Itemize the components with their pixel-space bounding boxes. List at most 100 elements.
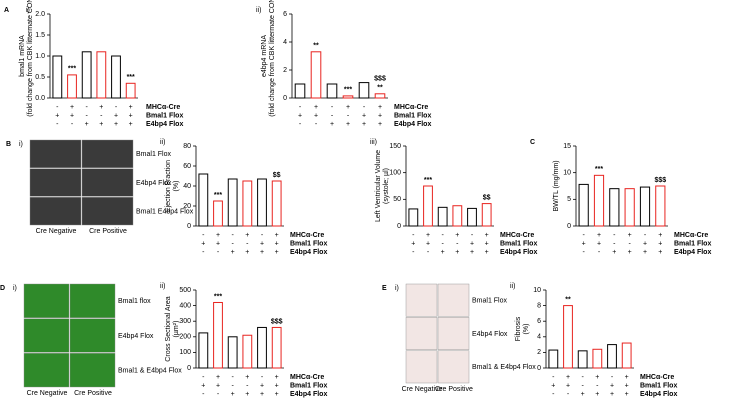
genotype-sign: +: [411, 240, 415, 247]
genotype-label: MHCα-Cre: [394, 104, 428, 111]
genotype-sign: +: [628, 232, 632, 239]
bar: [96, 51, 107, 99]
genotype-sign: +: [216, 232, 220, 239]
micrograph: [23, 283, 70, 318]
genotype-sign: +: [658, 232, 662, 239]
genotype-sign: -: [582, 232, 585, 239]
panel-sublabel: ii): [160, 139, 165, 146]
y-tick-label: 0: [397, 223, 401, 230]
genotype-sign: +: [441, 249, 445, 256]
image-column-label: Cre Positive: [435, 386, 473, 393]
genotype-sign: +: [378, 104, 382, 111]
genotype-sign: -: [231, 382, 234, 389]
genotype-sign: -: [611, 374, 614, 381]
image-column-label: Cre Negative: [36, 228, 77, 235]
y-axis-label: (%): [173, 181, 180, 192]
significance: $$$: [374, 76, 386, 83]
genotype-sign: +: [485, 232, 489, 239]
genotype-sign: +: [129, 104, 133, 111]
genotype-sign: -: [231, 232, 234, 239]
bar: [198, 332, 209, 369]
genotype-label: MHCα-Cre: [500, 232, 534, 239]
y-tick-label: 6: [283, 11, 287, 18]
genotype-sign: +: [470, 240, 474, 247]
genotype-sign: +: [201, 240, 205, 247]
genotype-sign: +: [245, 374, 249, 381]
genotype-sign: -: [552, 374, 555, 381]
bar: [639, 186, 651, 227]
genotype-sign: -: [246, 240, 249, 247]
panel-label: C: [530, 139, 535, 146]
y-tick-label: 15: [563, 143, 571, 150]
bar: [326, 83, 338, 99]
panel-sublabel: i): [19, 141, 23, 148]
genotype-label: MHCα-Cre: [640, 374, 674, 381]
y-axis-label: e4bp4 mRNA: [261, 35, 268, 77]
micrograph: [69, 283, 116, 318]
y-axis-label: (%): [523, 324, 530, 335]
genotype-sign: +: [610, 391, 614, 398]
genotype-sign: -: [56, 121, 59, 128]
y-axis-label: Ejection Fraction: [165, 160, 172, 212]
bar: [593, 174, 605, 227]
significance: **: [377, 85, 383, 92]
genotype-sign: +: [275, 249, 279, 256]
y-axis-label: BW/TL (mg/mm): [553, 160, 560, 211]
genotype-sign: +: [551, 382, 555, 389]
genotype-sign: +: [275, 374, 279, 381]
genotype-sign: +: [612, 249, 616, 256]
genotype-sign: +: [566, 382, 570, 389]
bar: [271, 180, 282, 227]
bar: [467, 207, 477, 227]
y-tick-label: 500: [179, 287, 191, 294]
significance: ***: [214, 192, 222, 199]
genotype-sign: +: [643, 249, 647, 256]
genotype-label: E4bp4 Flox: [674, 249, 711, 256]
y-tick-label: 0.0: [35, 95, 45, 102]
y-tick-label: 0: [567, 223, 571, 230]
panel-label: B: [6, 141, 11, 148]
genotype-sign: -: [231, 240, 234, 247]
genotype-sign: -: [456, 240, 459, 247]
panel-label: E: [382, 285, 387, 292]
genotype-sign: -: [71, 121, 74, 128]
micrograph: [23, 353, 70, 388]
genotype-sign: +: [597, 232, 601, 239]
genotype-label: Bmal1 Flox: [290, 240, 327, 247]
panel-sublabel: ii): [256, 7, 261, 14]
bar: [578, 183, 589, 227]
significance: $$$: [654, 177, 666, 184]
genotype-sign: -: [115, 104, 118, 111]
genotype-sign: +: [625, 391, 629, 398]
genotype-sign: +: [658, 249, 662, 256]
panel-label: D: [0, 285, 5, 292]
bar: [227, 336, 238, 369]
image-column-label: Cre Positive: [89, 228, 127, 235]
micrograph: [405, 317, 438, 350]
genotype-label: E4bp4 Flox: [146, 121, 183, 128]
y-tick-label: 1.5: [35, 32, 45, 39]
genotype-sign: -: [363, 104, 366, 111]
micrograph: [29, 197, 82, 226]
genotype-sign: -: [261, 374, 264, 381]
bar: [294, 83, 306, 99]
micrograph: [81, 168, 134, 197]
significance: ***: [214, 293, 222, 300]
genotype-label: E4bp4 Flox: [640, 391, 677, 398]
y-axis-label: Left Ventricular Volume: [375, 150, 382, 222]
micrograph: [69, 318, 116, 353]
genotype-sign: -: [644, 232, 647, 239]
panel-sublabel: i): [13, 285, 17, 292]
genotype-sign: -: [315, 121, 318, 128]
genotype-sign: +: [582, 240, 586, 247]
genotype-sign: -: [347, 112, 350, 119]
significance: ***: [595, 166, 603, 173]
genotype-sign: -: [613, 232, 616, 239]
genotype-sign: +: [595, 374, 599, 381]
genotype-sign: +: [275, 391, 279, 398]
genotype-sign: -: [441, 240, 444, 247]
genotype-sign: -: [299, 104, 302, 111]
panel-sublabel: i): [395, 285, 399, 292]
image-row-label: E4bp4 Flox: [136, 180, 172, 187]
genotype-sign: +: [643, 240, 647, 247]
